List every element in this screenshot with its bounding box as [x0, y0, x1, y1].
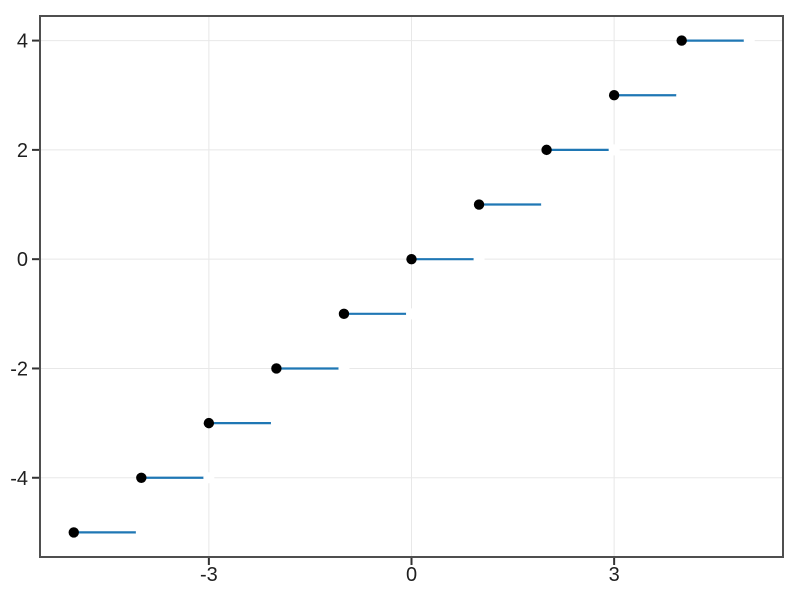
data-point-marker: [136, 472, 147, 483]
x-tick-label: -3: [200, 564, 218, 586]
y-tick-label: 4: [17, 31, 28, 53]
open-endpoint-marker: [338, 362, 350, 374]
x-tick-label: 0: [406, 564, 417, 586]
x-tick-label: 3: [609, 564, 620, 586]
y-tick-label: 2: [17, 140, 28, 162]
data-point-marker: [68, 527, 79, 538]
open-endpoint-marker: [473, 253, 485, 265]
open-endpoint-marker: [743, 35, 755, 47]
data-point-marker: [338, 308, 350, 320]
open-endpoint-marker: [541, 199, 553, 211]
open-endpoint-marker: [270, 417, 282, 429]
y-tick-label: -4: [10, 468, 28, 490]
open-endpoint-marker: [676, 89, 688, 101]
data-point-marker: [473, 199, 485, 210]
plot-frame: [39, 15, 784, 558]
y-tick-label: -2: [10, 358, 28, 380]
data-point-marker: [608, 90, 620, 101]
data-point-marker: [271, 363, 282, 374]
open-endpoint-marker: [135, 526, 147, 538]
data-point-marker: [406, 253, 417, 265]
data-point-marker: [203, 417, 215, 429]
data-point-marker: [541, 144, 552, 156]
open-endpoint-marker: [608, 144, 620, 156]
data-point-marker: [676, 35, 687, 46]
open-endpoint-marker: [203, 472, 215, 484]
y-tick-label: 0: [17, 249, 28, 271]
open-endpoint-marker: [406, 308, 417, 320]
